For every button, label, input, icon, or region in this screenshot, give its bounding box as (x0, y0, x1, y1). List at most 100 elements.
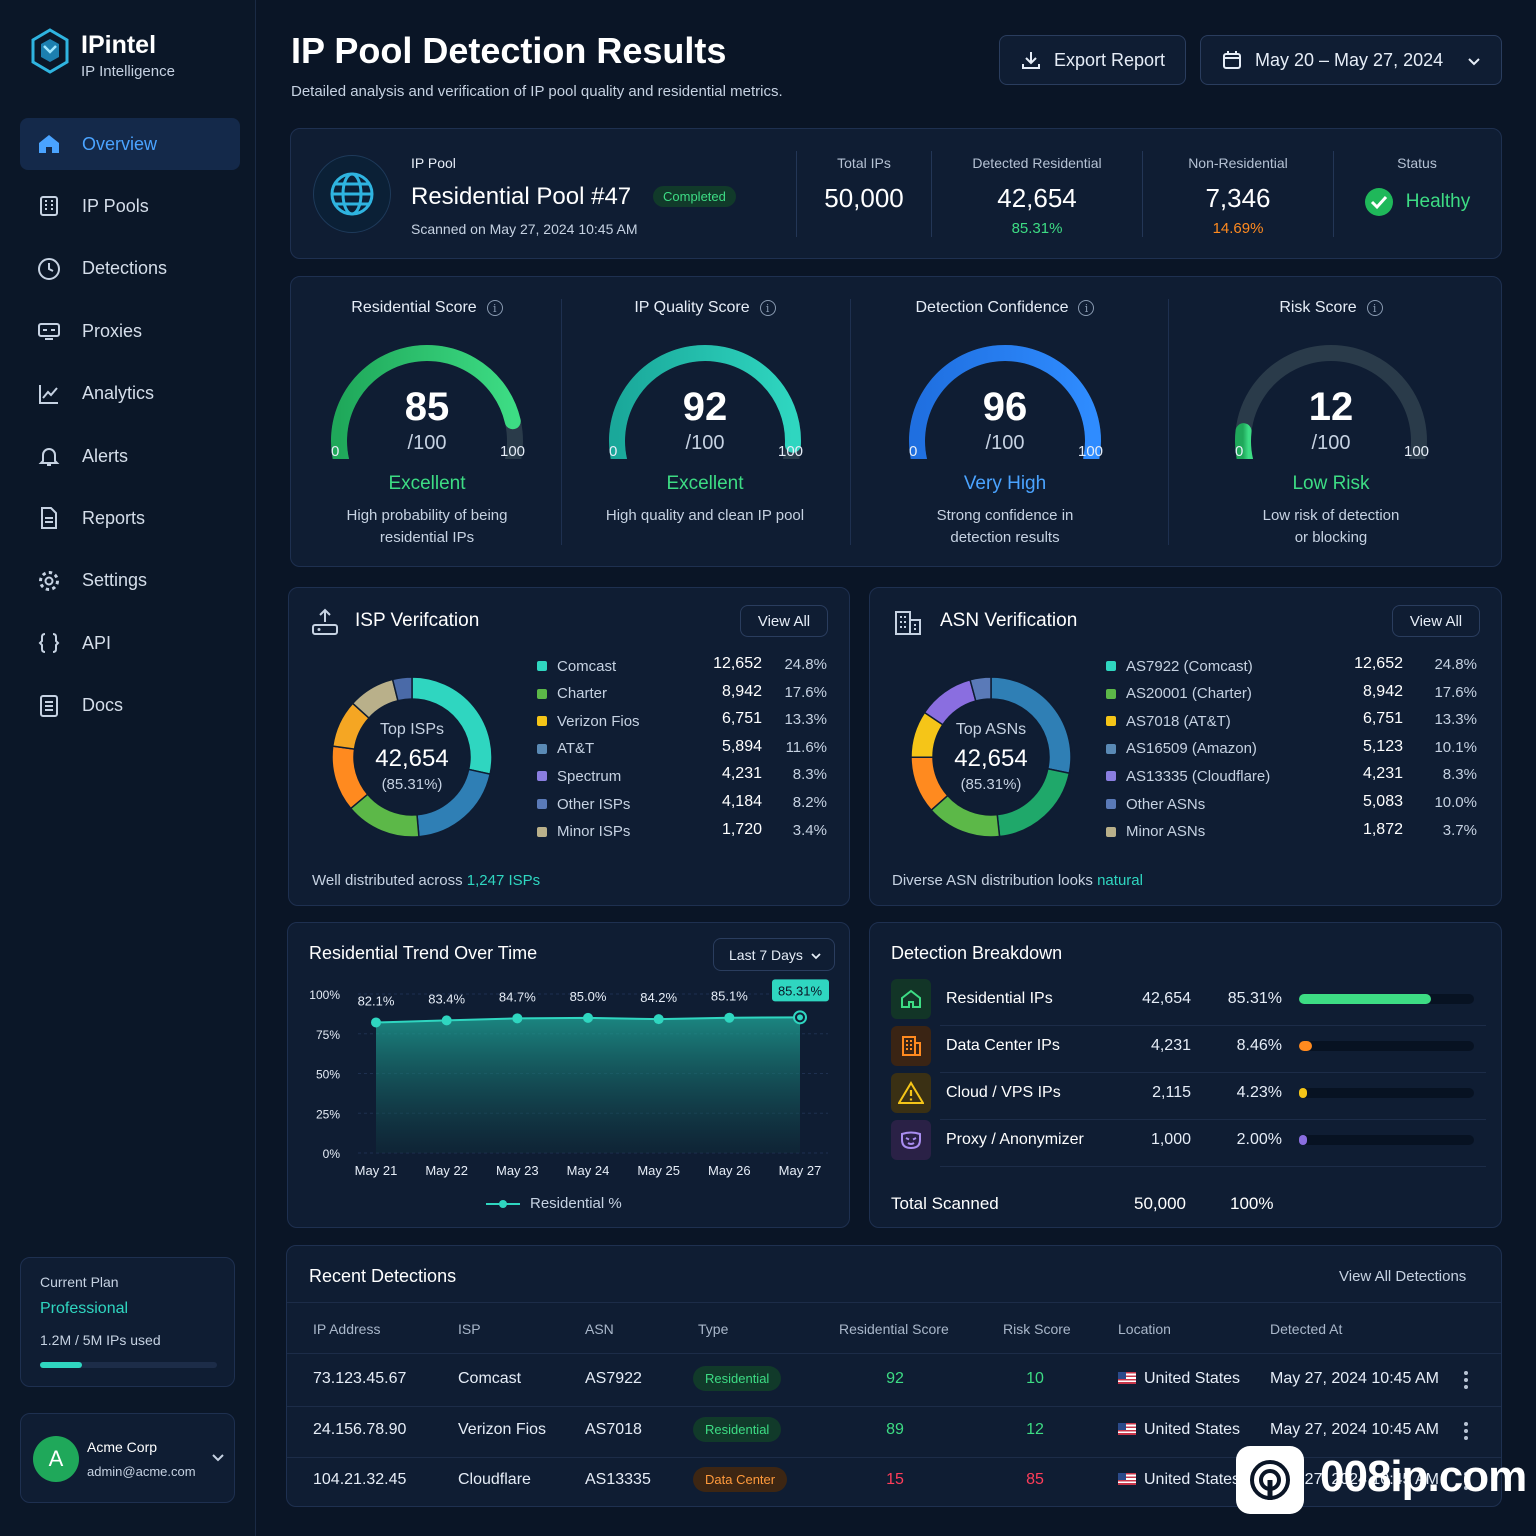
cell-asn: AS7018 (585, 1420, 642, 1438)
column-header: Type (698, 1321, 729, 1337)
sidebar-item-settings[interactable]: Settings (20, 555, 240, 607)
sidebar-item-reports[interactable]: Reports (20, 492, 240, 544)
asn-legend-item: AS13335 (Cloudflare) (1106, 765, 1270, 787)
gauge-min-label: 0 (1235, 443, 1244, 460)
router-icon (311, 608, 339, 643)
cell-isp: Verizon Fios (458, 1420, 547, 1438)
row-menu-icon[interactable] (1464, 1472, 1468, 1490)
cell-risk-score: 10 (1026, 1370, 1044, 1387)
legend-name: Comcast (557, 657, 617, 675)
isp-legend-item: Spectrum (537, 765, 621, 787)
info-icon[interactable]: i (1366, 300, 1383, 316)
gauge-fill (331, 345, 521, 459)
isp-legend-pct: 8.3% (792, 766, 827, 784)
asn-verification-card: ASN Verification View All Top ASNs 42,65… (869, 587, 1502, 906)
row-menu-icon[interactable] (1464, 1421, 1468, 1440)
gauge-min-label: 0 (909, 443, 918, 460)
date-range-picker[interactable]: May 20 – May 27, 2024 (1200, 35, 1502, 85)
gauge-track (1235, 345, 1427, 459)
type-badge: Residential (693, 1366, 782, 1391)
sidebar-item-overview[interactable]: Overview (20, 118, 240, 170)
sidebar-item-alerts[interactable]: Alerts (20, 430, 240, 482)
divider (850, 299, 851, 545)
sidebar-item-analytics[interactable]: Analytics (20, 368, 240, 420)
sidebar-item-label: IP Pools (82, 195, 149, 216)
x-tick-label: May 26 (708, 1163, 751, 1178)
calendar-icon (1221, 49, 1243, 71)
divider (940, 1166, 1486, 1167)
sidebar-item-label: Detections (82, 258, 168, 279)
sidebar-item-detections[interactable]: Detections (20, 243, 240, 295)
y-tick-label: 25% (316, 1107, 340, 1121)
asn-legend-count: 6,751 (1362, 710, 1403, 728)
asn-legend-item: Minor ASNs (1106, 821, 1205, 843)
isp-legend-count: 6,751 (721, 710, 762, 728)
trend-point (371, 1017, 381, 1028)
bar-fill (1299, 1135, 1307, 1145)
divider (1168, 299, 1169, 545)
isp-donut-label: Top ISPs (379, 721, 445, 738)
isp-legend-item: Other ISPs (537, 793, 630, 815)
asn-legend-count: 1,872 (1362, 820, 1403, 838)
cell-detected-at: May 27, 2024 10:45 AM (1270, 1370, 1439, 1387)
x-tick-label: May 21 (355, 1163, 398, 1178)
legend-swatch (537, 826, 547, 837)
asn-view-all-button[interactable]: View All (1392, 605, 1480, 637)
sidebar-item-proxies[interactable]: Proxies (20, 305, 240, 357)
bar-fill (1299, 994, 1432, 1004)
account-name: Acme Corp (87, 1439, 158, 1455)
pool-label: IP Pool (411, 155, 456, 171)
status-label: Status (1397, 155, 1437, 171)
isp-view-all-button[interactable]: View All (740, 605, 828, 637)
bar-fill (1299, 1088, 1307, 1098)
gauge-min-label: 0 (331, 443, 340, 460)
legend-swatch (1106, 716, 1116, 727)
trend-legend-label: Residential % (530, 1195, 622, 1212)
info-icon[interactable]: i (1078, 300, 1095, 316)
isp-legend-item: Comcast (537, 655, 616, 677)
gear-icon (36, 568, 62, 594)
column-header: Detected At (1270, 1321, 1343, 1337)
account-switcher[interactable]: A Acme Corp admin@acme.com (20, 1413, 235, 1503)
risk-score-desc-2: or blocking (1294, 529, 1368, 546)
isp-legend-pct: 17.6% (784, 683, 827, 701)
total-ips-value: 50,000 (824, 183, 904, 213)
isp-footer: Well distributed across 1,247 ISPs (312, 872, 540, 889)
sidebar-item-api[interactable]: API (20, 617, 240, 669)
plan-card: Current Plan Professional 1.2M / 5M IPs … (20, 1257, 235, 1387)
sidebar-item-docs[interactable]: Docs (20, 680, 240, 732)
info-icon[interactable]: i (759, 300, 776, 316)
trend-area (376, 1017, 800, 1153)
risk-score-value: 12 (1308, 385, 1354, 429)
info-icon[interactable]: i (486, 300, 503, 316)
row-menu-icon[interactable] (1464, 1371, 1468, 1389)
proxy-anonymizer-count: 1,000 (1150, 1131, 1191, 1148)
view-all-detections-link[interactable]: View All Detections (1339, 1268, 1467, 1285)
gauge-min-label: 0 (609, 443, 618, 460)
asn-legend-item: Other ASNs (1106, 793, 1205, 815)
x-tick-label: May 27 (779, 1163, 822, 1178)
line-legend-icon (486, 1198, 520, 1210)
globe-icon (313, 155, 391, 233)
asn-legend-pct: 8.3% (1442, 766, 1477, 784)
y-tick-label: 75% (316, 1028, 340, 1042)
gauge-title-label: Residential Score (351, 299, 477, 316)
gauge-title-label: Risk Score (1279, 299, 1357, 316)
gauge-fill (609, 345, 801, 459)
cell-asn: AS7922 (585, 1370, 642, 1387)
cell-location-text: United States (1144, 1420, 1241, 1438)
export-report-button[interactable]: Export Report (999, 35, 1186, 85)
detection-confidence-desc-2: detection results (950, 529, 1060, 546)
cell-ip: 24.156.78.90 (313, 1420, 407, 1438)
trend-point (583, 1012, 593, 1023)
export-report-label: Export Report (1053, 49, 1166, 70)
cloud-vps-ips-count: 2,115 (1152, 1084, 1191, 1101)
asn-legend-pct: 24.8% (1434, 656, 1477, 673)
risk-score-desc: Low risk of detection (1262, 507, 1400, 524)
asn-legend-count: 8,942 (1362, 682, 1403, 700)
trend-range-dropdown[interactable]: Last 7 Days (713, 938, 835, 971)
cell-residential-score: 92 (886, 1370, 904, 1387)
trend-point (512, 1013, 523, 1024)
sidebar-item-ip-pools[interactable]: IP Pools (20, 180, 240, 232)
divider (287, 1456, 1501, 1458)
